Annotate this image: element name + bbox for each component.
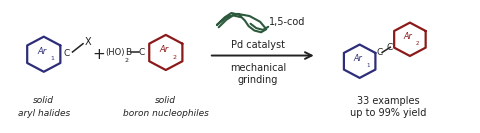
Text: up to 99% yield: up to 99% yield [350, 108, 427, 118]
Text: 1: 1 [50, 56, 54, 61]
Text: mechanical: mechanical [230, 63, 286, 73]
Text: Ar: Ar [37, 47, 47, 56]
Text: Ar: Ar [404, 32, 412, 41]
Text: grinding: grinding [238, 75, 278, 85]
Text: aryl halides: aryl halides [18, 109, 70, 117]
Text: (HO): (HO) [105, 47, 125, 57]
Text: 1: 1 [366, 63, 370, 68]
Text: Ar: Ar [353, 54, 362, 63]
Text: boron nucleophiles: boron nucleophiles [123, 109, 209, 117]
Text: +: + [93, 47, 105, 62]
Text: 33 examples: 33 examples [357, 96, 420, 106]
Text: 2: 2 [172, 55, 177, 60]
Text: solid: solid [156, 96, 176, 105]
Text: C: C [376, 48, 383, 57]
Text: Ar: Ar [159, 45, 168, 54]
Text: C: C [64, 49, 70, 58]
Text: 2: 2 [416, 41, 420, 46]
Text: X: X [85, 37, 92, 47]
Text: solid: solid [33, 96, 54, 105]
Text: 1,5-cod: 1,5-cod [269, 17, 305, 27]
Text: Pd catalyst: Pd catalyst [231, 40, 285, 50]
Text: C: C [387, 43, 393, 52]
Text: 2: 2 [125, 58, 129, 63]
Text: B: B [125, 47, 132, 57]
Text: C: C [139, 47, 145, 57]
